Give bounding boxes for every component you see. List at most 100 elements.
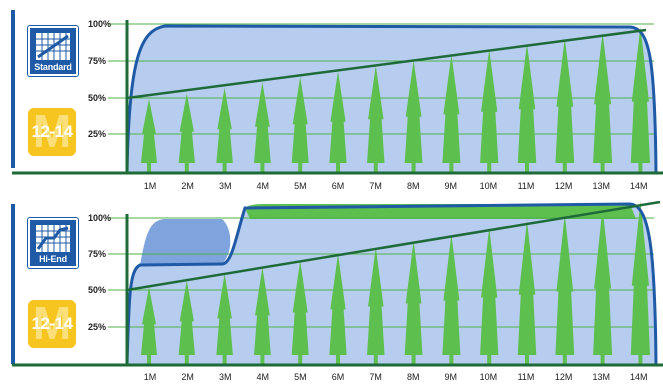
tree-icon <box>480 227 499 355</box>
tree-icon <box>178 93 195 163</box>
tree-trunk <box>487 163 492 173</box>
tree-icon <box>517 43 537 163</box>
coverage-area <box>127 26 656 173</box>
tree-icon <box>442 234 461 355</box>
sidebar-bar <box>11 204 15 364</box>
early-boost-area <box>140 219 231 265</box>
tree-trunk <box>487 355 492 365</box>
tree-icon <box>291 260 309 355</box>
size-mark: M <box>32 300 72 348</box>
x-tick-label: 5M <box>294 372 307 382</box>
tree-icon <box>404 60 423 163</box>
tree-trunk <box>525 163 529 173</box>
tree-icon <box>329 71 347 163</box>
chart-hiend: 100% 75% 50% 25% 1M 2M 3M 4M 5M 6M 7M 8M 9M 10M 11M 12M… <box>12 200 663 382</box>
tree-icon <box>480 49 499 163</box>
tree-trunk <box>411 355 416 365</box>
x-tick-label: 4M <box>257 372 270 382</box>
tree-trunk <box>184 355 189 365</box>
tree-trunk <box>449 163 454 173</box>
panel-standard: Standard M 12-14 100% 75% 50% 25% 1M 2M 3M 4M 5M… <box>0 0 663 192</box>
tree-icon <box>593 32 613 164</box>
coverage-curve <box>125 24 658 174</box>
x-tick-label: 12M <box>555 181 573 191</box>
tree-icon <box>630 27 651 163</box>
tree-trunk <box>336 355 340 365</box>
y-tick-label: 25% <box>88 322 106 332</box>
x-tick-label: 6M <box>332 372 345 382</box>
x-tick-label: 1M <box>144 181 157 191</box>
x-tick-label: 8M <box>407 181 420 191</box>
tree-trunk <box>525 355 529 365</box>
x-tick-label: 12M <box>555 372 573 382</box>
tree-trunk <box>373 163 378 173</box>
plan-badge-standard: Standard <box>28 26 78 76</box>
trend-line <box>126 28 647 100</box>
plan-label: Hi-End <box>39 254 67 264</box>
tree-trunk <box>600 355 605 365</box>
tree-trunk <box>411 163 416 173</box>
x-tick-label: 2M <box>181 181 194 191</box>
tree-icon <box>630 201 651 355</box>
tree-icon <box>517 220 537 355</box>
size-label: 12-14 <box>31 122 73 141</box>
x-tick-label: 13M <box>592 372 610 382</box>
x-tick-label: 11M <box>518 372 535 382</box>
x-tick-label: 3M <box>219 181 232 191</box>
tree-icon <box>216 273 233 355</box>
tree-trunk <box>298 355 303 365</box>
tree-trunk <box>562 355 567 365</box>
x-tick-label: 7M <box>369 181 382 191</box>
tree-trunk <box>147 163 151 173</box>
y-tick-label: 75% <box>88 249 106 259</box>
tree-icon <box>442 54 461 163</box>
x-tick-label: 13M <box>592 181 610 191</box>
tree-icon <box>367 247 385 355</box>
size-mark: M <box>32 108 72 156</box>
size-label: 12-14 <box>31 314 73 333</box>
x-tick-label: 14M <box>630 372 648 382</box>
x-tick-label: 10M <box>480 181 498 191</box>
tree-trunk <box>600 163 605 173</box>
chart-hiend-icon <box>36 225 70 252</box>
tree-icon <box>593 207 613 355</box>
x-tick-label: 6M <box>332 181 345 191</box>
tree-trunk <box>638 163 643 173</box>
x-tick-label: 10M <box>480 372 498 382</box>
tree-icon <box>141 287 157 355</box>
tree-icon <box>291 76 309 163</box>
tree-trunk <box>562 163 567 173</box>
tree-icon <box>178 280 195 355</box>
x-tick-label: 2M <box>181 372 194 382</box>
chart-standard-icon <box>36 33 70 60</box>
tree-icon <box>216 87 233 163</box>
x-tick-label: 8M <box>407 372 420 382</box>
plan-label: Standard <box>34 62 72 72</box>
tree-trunk <box>260 163 265 173</box>
size-badge: M 12-14 <box>28 300 76 348</box>
x-tick-label: 4M <box>257 181 270 191</box>
x-tick-label: 9M <box>445 181 458 191</box>
trend-line <box>126 200 661 292</box>
x-tick-label: 5M <box>294 181 307 191</box>
y-tick-label: 100% <box>88 19 111 29</box>
tree-trunk <box>373 355 378 365</box>
y-tick-label: 50% <box>88 93 106 103</box>
tree-icon <box>367 65 385 163</box>
y-tick-label: 25% <box>88 129 106 139</box>
x-tick-label: 1M <box>144 372 157 382</box>
tree-icon <box>555 214 575 355</box>
tree-icon <box>555 38 575 164</box>
y-tick-label: 100% <box>88 213 111 223</box>
tree-icon <box>141 99 157 163</box>
tree-icon <box>404 240 423 355</box>
x-tick-label: 7M <box>369 372 382 382</box>
tree-trunk <box>336 163 340 173</box>
y-tick-label: 50% <box>88 285 106 295</box>
tree-trunk <box>147 355 151 365</box>
tree-icon <box>254 82 271 163</box>
tree-trunk <box>222 163 227 173</box>
tree-trunk <box>298 163 303 173</box>
sidebar-bar <box>11 10 15 168</box>
tree-trunk <box>260 355 265 365</box>
